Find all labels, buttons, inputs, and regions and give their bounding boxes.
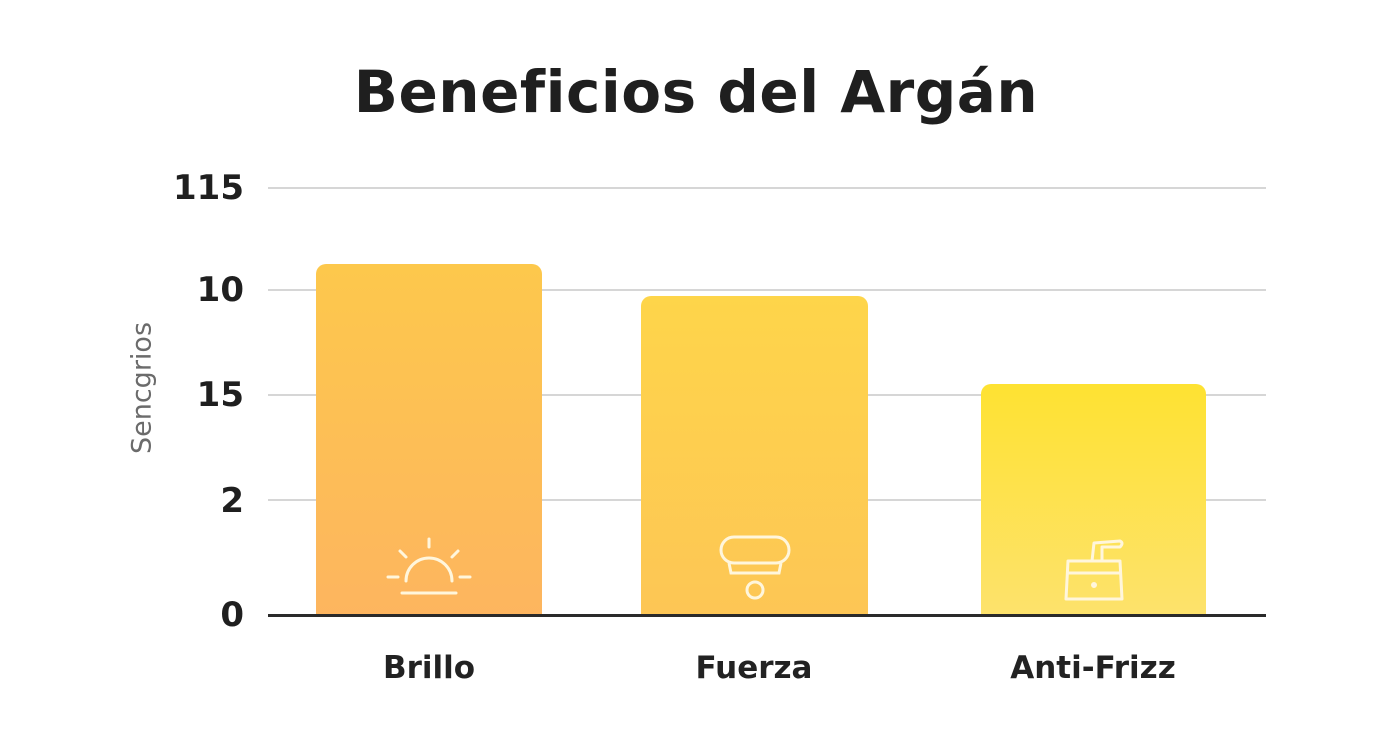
gridline [268,289,1266,291]
y-tick: 115 [173,168,244,208]
y-tick: 0 [220,595,244,635]
gridline [268,187,1266,189]
x-axis-line [268,614,1266,617]
bar-brillo [316,264,542,615]
bar-fuerza [641,296,868,615]
sun-icon [386,537,472,595]
x-label-brillo: Brillo [382,650,476,686]
chart-title: Beneficios del Argán [353,58,1039,126]
y-tick: 2 [220,481,244,521]
y-tick: 15 [196,375,244,415]
bar-anti-frizz [981,384,1206,615]
bell-icon [719,535,790,600]
x-label-anti-frizz: Anti-Frizz [1010,650,1176,686]
x-label-fuerza: Fuerza [695,650,813,686]
bag-icon [1064,539,1123,601]
y-tick: 10 [196,270,244,310]
